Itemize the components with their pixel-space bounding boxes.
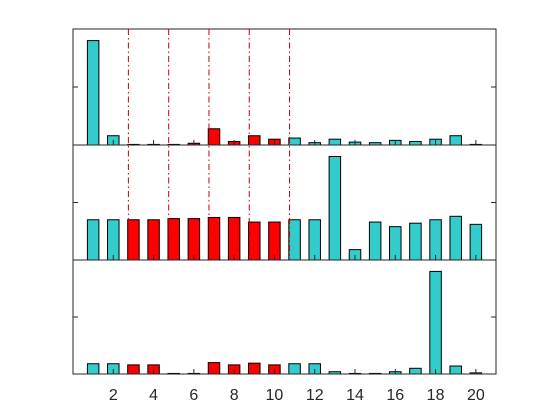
bar-panel-3-x-7 xyxy=(207,362,221,375)
bar-panel-2-x-13 xyxy=(328,156,342,261)
bar-panel-2-x-16 xyxy=(389,226,402,261)
bar-panel-2-x-17 xyxy=(409,222,422,261)
bar-panel-3-x-17 xyxy=(409,367,422,375)
bar-panel-2-x-18 xyxy=(429,219,442,261)
x-tick-label: 2 xyxy=(109,387,118,404)
bar-panel-1-x-13 xyxy=(328,138,342,146)
bar-panel-2-x-3 xyxy=(127,219,140,261)
panel-1-frame xyxy=(72,28,497,146)
bar-panel-2-x-6 xyxy=(187,218,201,261)
bar-panel-3-x-9 xyxy=(248,362,261,375)
bar-panel-2-x-11 xyxy=(288,219,301,261)
x-tick-label: 12 xyxy=(306,387,324,404)
bar-panel-2-x-15 xyxy=(368,221,382,261)
x-tick-label: 18 xyxy=(427,387,445,404)
bar-panel-2-x-12 xyxy=(308,219,321,261)
bar-panel-1-x-11 xyxy=(288,137,301,146)
x-axis-tick-labels: 2 4 6 8 10 12 14 16 18 20 xyxy=(109,387,485,404)
bar-panel-1-x-9 xyxy=(248,135,261,146)
bar-panel-3-x-3 xyxy=(127,364,140,375)
bar-panel-2-x-8 xyxy=(227,216,241,261)
x-tick-label: 16 xyxy=(386,387,404,404)
bar-panel-1-x-19 xyxy=(449,135,462,146)
panel-1 xyxy=(72,28,497,146)
bar-panel-2-x-2 xyxy=(107,219,120,261)
bar-panel-2-x-7 xyxy=(207,216,221,261)
bar-panel-1-x-17 xyxy=(409,141,422,146)
bar-panel-3-x-19 xyxy=(449,365,462,375)
x-tick-label: 8 xyxy=(230,387,239,404)
bar-panel-2-x-4 xyxy=(147,219,160,261)
bar-panel-2-x-5 xyxy=(167,218,180,261)
bar-panel-2-x-19 xyxy=(449,215,462,261)
x-tick-label: 4 xyxy=(149,387,158,404)
bar-panel-3-x-1 xyxy=(86,363,100,375)
x-tick-label: 14 xyxy=(346,387,364,404)
bar-panel-1-x-1 xyxy=(86,40,100,146)
x-tick-label: 20 xyxy=(467,387,485,404)
bar-panel-2-x-1 xyxy=(86,219,100,261)
x-tick-label: 6 xyxy=(189,387,198,404)
bar-panel-2-x-20 xyxy=(469,223,483,261)
chart-panels xyxy=(72,28,497,375)
panel-3 xyxy=(72,259,497,375)
bar-panel-1-x-7 xyxy=(207,128,221,146)
panel-2 xyxy=(72,144,497,261)
bar-panel-3-x-18 xyxy=(429,270,442,375)
x-tick-label: 10 xyxy=(266,387,284,404)
bar-panel-2-x-9 xyxy=(248,221,261,261)
bar-panel-2-x-10 xyxy=(268,221,281,261)
bar-panel-3-x-11 xyxy=(288,363,301,375)
